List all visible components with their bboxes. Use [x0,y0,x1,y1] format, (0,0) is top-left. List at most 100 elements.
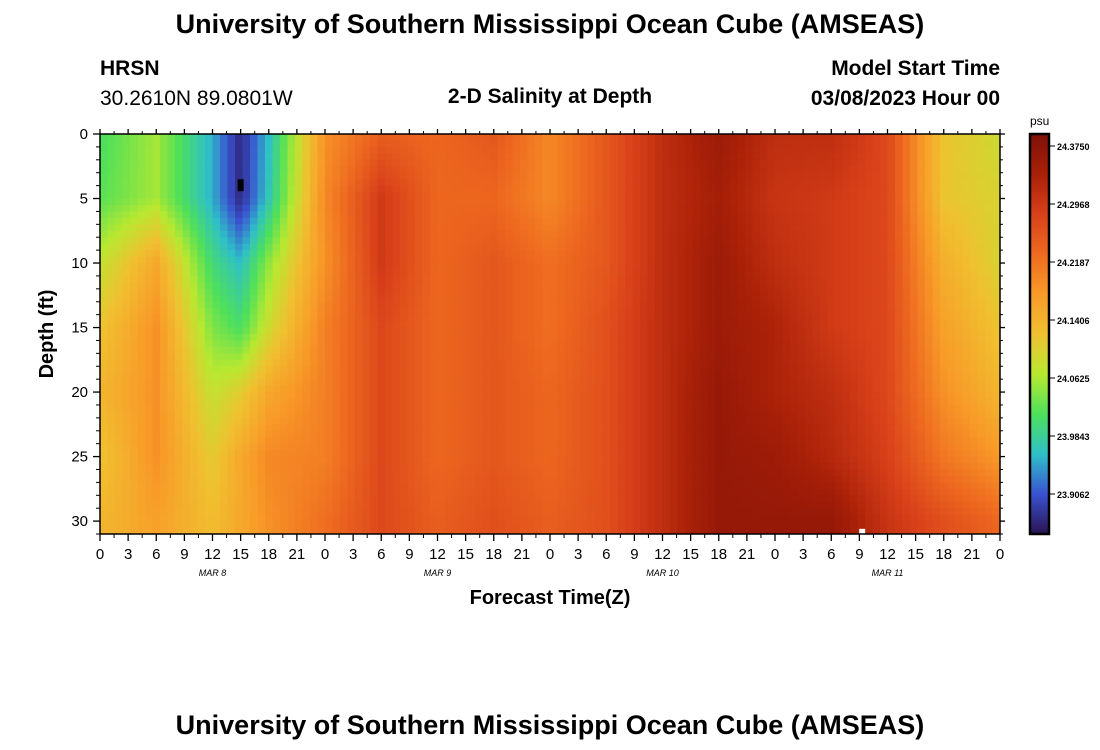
heatmap-cell [182,224,191,232]
heatmap-cell [782,321,791,329]
heatmap-cell [655,153,664,161]
heatmap-cell [820,204,829,213]
heatmap-cell [130,288,139,296]
heatmap-cell [212,217,221,225]
heatmap-cell [362,346,371,354]
heatmap-cell [212,179,221,187]
heatmap-cell [325,172,334,180]
heatmap-cell [565,269,574,277]
heatmap-cell [115,172,124,180]
heatmap-cell [955,392,964,400]
heatmap-cell [287,353,296,361]
heatmap-cell [302,327,311,335]
heatmap-cell [332,314,341,322]
heatmap-cell [122,366,131,374]
heatmap-cell [685,134,694,142]
heatmap-cell [520,379,529,387]
heatmap-cell [962,334,971,342]
heatmap-cell [295,334,304,342]
heatmap-cell [902,172,911,180]
heatmap-cell [295,166,304,174]
heatmap-cell [790,140,799,148]
heatmap-cell [715,366,724,374]
heatmap-cell [917,146,926,154]
heatmap-cell [617,372,626,380]
heatmap-cell [227,192,236,200]
heatmap-cell [107,140,116,148]
heatmap-cell [160,217,169,225]
heatmap-cell [422,308,431,316]
heatmap-cell [235,134,244,142]
heatmap-cell [227,166,236,174]
heatmap-cell [265,217,274,225]
heatmap-cell [947,334,956,342]
heatmap-cell [422,211,431,219]
heatmap-cell [677,250,686,258]
page-title: University of Southern Mississippi Ocean… [175,9,925,39]
heatmap-cell [332,166,341,174]
heatmap-cell [587,366,596,374]
heatmap-cell [272,269,281,277]
heatmap-cell [295,340,304,348]
heatmap-cell [752,179,761,187]
heatmap-cell [152,256,161,264]
heatmap-cell [280,301,289,309]
heatmap-cell [895,353,904,361]
heatmap-cell [407,372,416,380]
heatmap-cell [677,308,686,316]
heatmap-cell [625,353,634,361]
heatmap-cell [205,192,214,200]
heatmap-cell [445,301,454,309]
heatmap-cell [137,288,146,296]
heatmap-cell [940,379,949,387]
heatmap-cell [722,192,731,200]
heatmap-cell [160,179,169,187]
heatmap-cell [910,379,919,387]
heatmap-cell [377,185,386,193]
heatmap-cell [257,288,266,296]
heatmap-cell [340,275,349,283]
heatmap-cell [805,321,814,329]
heatmap-cell [977,308,986,316]
heatmap-cell [145,398,154,406]
heatmap-cell [677,140,686,148]
heatmap-cell [662,185,671,193]
heatmap-cell [887,211,896,219]
heatmap-cell [745,237,754,245]
heatmap-cell [865,301,874,309]
heatmap-cell [310,224,319,232]
heatmap-cell [647,269,656,277]
heatmap-cell [190,179,199,187]
heatmap-cell [985,134,994,142]
heatmap-cell [370,198,379,206]
heatmap-cell [625,379,634,387]
heatmap-cell [145,237,154,245]
heatmap-cell [430,198,439,206]
heatmap-cell [730,153,739,161]
heatmap-cell [257,301,266,309]
heatmap-cell [715,359,724,367]
heatmap-cell [130,172,139,180]
heatmap-cell [580,288,589,296]
heatmap-cell [542,398,551,406]
heatmap-cell [437,379,446,387]
heatmap-cell [730,204,739,213]
heatmap-cell [137,346,146,354]
heatmap-cell [932,237,941,245]
heatmap-cell [745,166,754,174]
heatmap-cell [670,243,679,251]
heatmap-cell [700,134,709,142]
heatmap-cell [197,321,206,329]
heatmap-cell [167,192,176,200]
heatmap-cell [280,385,289,393]
heatmap-cell [842,204,851,213]
heatmap-cell [272,295,281,303]
heatmap-cell [160,314,169,322]
heatmap-cell [145,211,154,219]
heatmap-cell [392,314,401,322]
heatmap-cell [655,379,664,387]
heatmap-cell [595,211,604,219]
heatmap-cell [970,327,979,335]
heatmap-cell [865,185,874,193]
heatmap-cell [775,134,784,142]
